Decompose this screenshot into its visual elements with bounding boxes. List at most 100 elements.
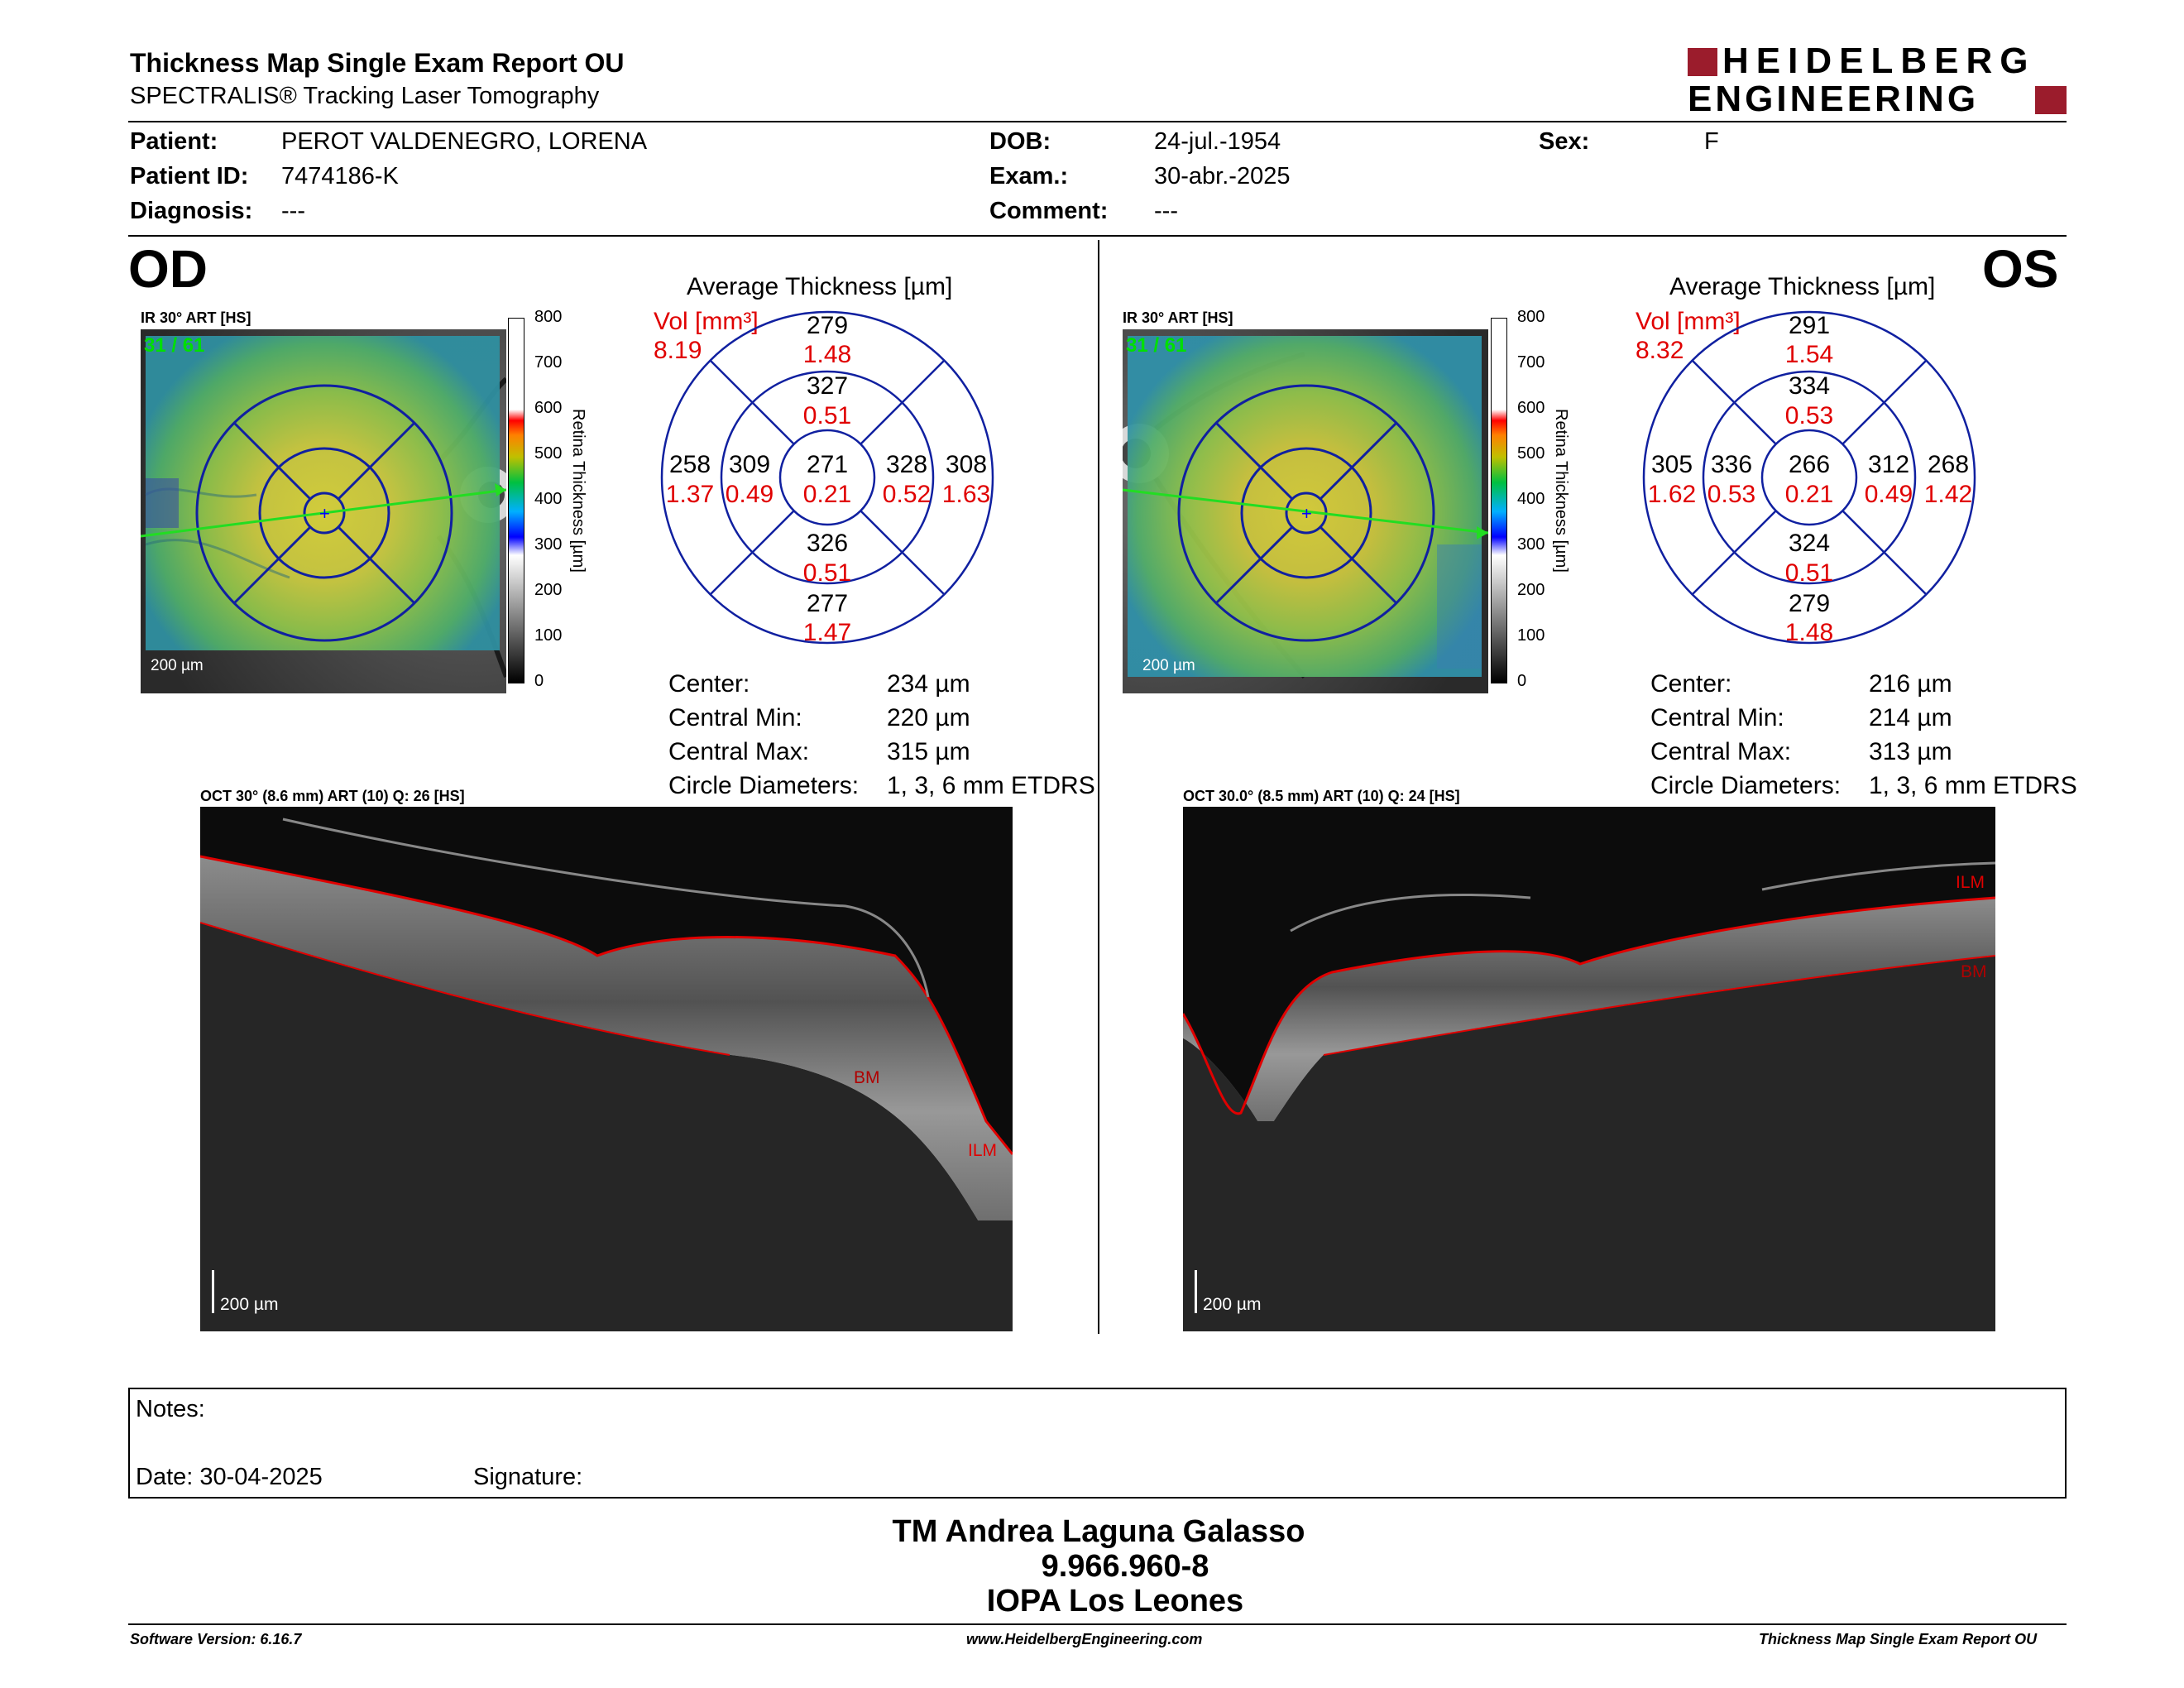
logo-square-bottom — [2035, 86, 2067, 114]
os-colorbar-ticks: 800 700 600 500 400 300 200 100 0 — [1517, 308, 1567, 697]
od-ir-scale: 200 µm — [151, 657, 204, 674]
os-ir-label: IR 30° ART [HS] — [1123, 309, 1233, 326]
os-inner-temp-vol: 0.49 — [1864, 481, 1913, 508]
os-etdrs-title: Average Thickness [µm] — [1669, 273, 1936, 300]
os-inner-sup-vol: 0.53 — [1784, 402, 1834, 429]
od-cb-tick: 100 — [534, 626, 563, 645]
os-circle-diam-value: 1, 3, 6 mm ETDRS — [1869, 772, 2077, 799]
od-colorbar-label: Retina Thickness [µm] — [569, 409, 587, 573]
footer-report-name: Thickness Map Single Exam Report OU — [1759, 1631, 2038, 1647]
svg-text:+: + — [1301, 503, 1312, 524]
os-inner-temp-thickness: 312 — [1867, 451, 1910, 478]
os-ir-scale: 200 µm — [1142, 657, 1195, 674]
os-outer-nas-thickness: 305 — [1650, 451, 1693, 478]
os-cb-tick: 0 — [1517, 672, 1527, 690]
logo-text-1: HEIDELBERG — [1722, 41, 2036, 81]
report-subtitle: SPECTRALIS® Tracking Laser Tomography — [130, 83, 600, 109]
od-seg-ilm: ILM — [968, 1141, 998, 1160]
od-etdrs-title: Average Thickness [µm] — [687, 273, 953, 300]
od-center-vol: 0.21 — [802, 481, 852, 508]
od-inner-nas-thickness: 328 — [885, 451, 928, 478]
od-inner-inf-thickness: 326 — [806, 530, 849, 557]
od-outer-inf-thickness: 277 — [806, 590, 849, 617]
od-circle-diam-value: 1, 3, 6 mm ETDRS — [887, 772, 1095, 799]
report-title: Thickness Map Single Exam Report OU — [130, 48, 625, 78]
os-vol-label: Vol [mm³] — [1636, 308, 1741, 335]
os-cb-tick: 100 — [1517, 626, 1545, 645]
os-cb-tick: 200 — [1517, 581, 1545, 599]
sex-value: F — [1704, 128, 1719, 155]
od-central-min-label: Central Min: — [668, 704, 802, 731]
od-cb-tick: 800 — [534, 308, 563, 326]
os-eye-label: OS — [1982, 239, 2059, 299]
exam-value: 30-abr.-2025 — [1154, 163, 1291, 189]
os-etdrs-overlay: + — [1123, 384, 1488, 642]
os-seg-ilm: ILM — [1956, 873, 1985, 892]
notes-box[interactable]: Notes: Date: 30-04-2025 Signature: — [128, 1388, 2067, 1499]
footer-url[interactable]: www.HeidelbergEngineering.com — [966, 1631, 1203, 1647]
od-oct-bscan: BM ILM 200 µm — [200, 807, 1013, 1331]
od-seg-bm: BM — [854, 1068, 880, 1087]
od-frame-counter: 31 / 61 — [144, 334, 205, 357]
os-center-label: Center: — [1650, 670, 1732, 698]
od-vol-label: Vol [mm³] — [654, 308, 759, 335]
od-oct-label: OCT 30° (8.6 mm) ART (10) Q: 26 [HS] — [200, 788, 465, 804]
os-center-value: 216 µm — [1869, 670, 1952, 698]
os-cb-tick: 400 — [1517, 490, 1545, 508]
os-oct-scale: 200 µm — [1203, 1295, 1262, 1314]
od-vol-total: 8.19 — [654, 337, 702, 364]
header-divider — [128, 121, 2067, 122]
os-cb-tick: 600 — [1517, 399, 1545, 417]
logo-square-top — [1688, 48, 1717, 76]
os-circle-diam-label: Circle Diameters: — [1650, 772, 1842, 799]
patient-label: Patient: — [130, 128, 218, 155]
od-ir-thickness-map: 31 / 61 + 200 µm — [141, 329, 506, 693]
od-colorbar — [508, 318, 524, 683]
os-cb-tick: 800 — [1517, 308, 1545, 326]
os-frame-counter: 31 / 61 — [1126, 334, 1187, 357]
os-inner-inf-vol: 0.51 — [1784, 559, 1834, 587]
od-outer-nas-vol: 1.63 — [941, 481, 991, 508]
od-outer-nas-thickness: 308 — [945, 451, 988, 478]
os-cb-tick: 700 — [1517, 353, 1545, 372]
od-eye-label: OD — [128, 239, 208, 299]
os-cb-tick: 300 — [1517, 535, 1545, 554]
os-central-max-value: 313 µm — [1869, 738, 1952, 765]
od-center-value: 234 µm — [887, 670, 970, 698]
os-central-min-label: Central Min: — [1650, 704, 1784, 731]
os-cb-tick: 500 — [1517, 444, 1545, 463]
od-outer-sup-thickness: 279 — [806, 312, 849, 339]
diagnosis-label: Diagnosis: — [130, 198, 253, 224]
sex-label: Sex: — [1539, 128, 1590, 155]
od-outer-temp-thickness: 258 — [668, 451, 711, 478]
od-colorbar-ticks: 800 700 600 500 400 300 200 100 0 — [534, 308, 584, 697]
os-seg-bm: BM — [1961, 962, 1987, 981]
os-vol-total: 8.32 — [1636, 337, 1684, 364]
od-cb-tick: 600 — [534, 399, 563, 417]
od-ir-label: IR 30° ART [HS] — [141, 309, 251, 326]
od-inner-sup-thickness: 327 — [806, 372, 849, 400]
date-label: Date: 30-04-2025 — [136, 1464, 323, 1490]
signer-rut: 9.966.960-8 — [1041, 1549, 1209, 1584]
patient-id: 7474186-K — [281, 163, 399, 189]
os-central-max-label: Central Max: — [1650, 738, 1792, 765]
os-inner-nas-vol: 0.53 — [1707, 481, 1756, 508]
os-ir-thickness-map: 31 / 61 + 200 µm — [1123, 329, 1488, 693]
os-outer-sup-thickness: 291 — [1788, 312, 1831, 339]
od-inner-inf-vol: 0.51 — [802, 559, 852, 587]
logo-text-2: ENGINEERING — [1688, 79, 1980, 119]
signer-org: IOPA Los Leones — [986, 1584, 1244, 1618]
od-inner-temp-thickness: 309 — [728, 451, 771, 478]
exam-label: Exam.: — [989, 163, 1069, 189]
od-inner-nas-vol: 0.52 — [882, 481, 932, 508]
dob-value: 24-jul.-1954 — [1154, 128, 1281, 155]
os-inner-sup-thickness: 334 — [1788, 372, 1831, 400]
os-colorbar — [1491, 318, 1507, 683]
os-outer-inf-vol: 1.48 — [1784, 619, 1834, 646]
od-cb-tick: 400 — [534, 490, 563, 508]
od-center-label: Center: — [668, 670, 750, 698]
comment-label: Comment: — [989, 198, 1109, 224]
software-version: Software Version: 6.16.7 — [130, 1631, 302, 1647]
os-outer-temp-thickness: 268 — [1927, 451, 1970, 478]
os-inner-nas-thickness: 336 — [1710, 451, 1753, 478]
